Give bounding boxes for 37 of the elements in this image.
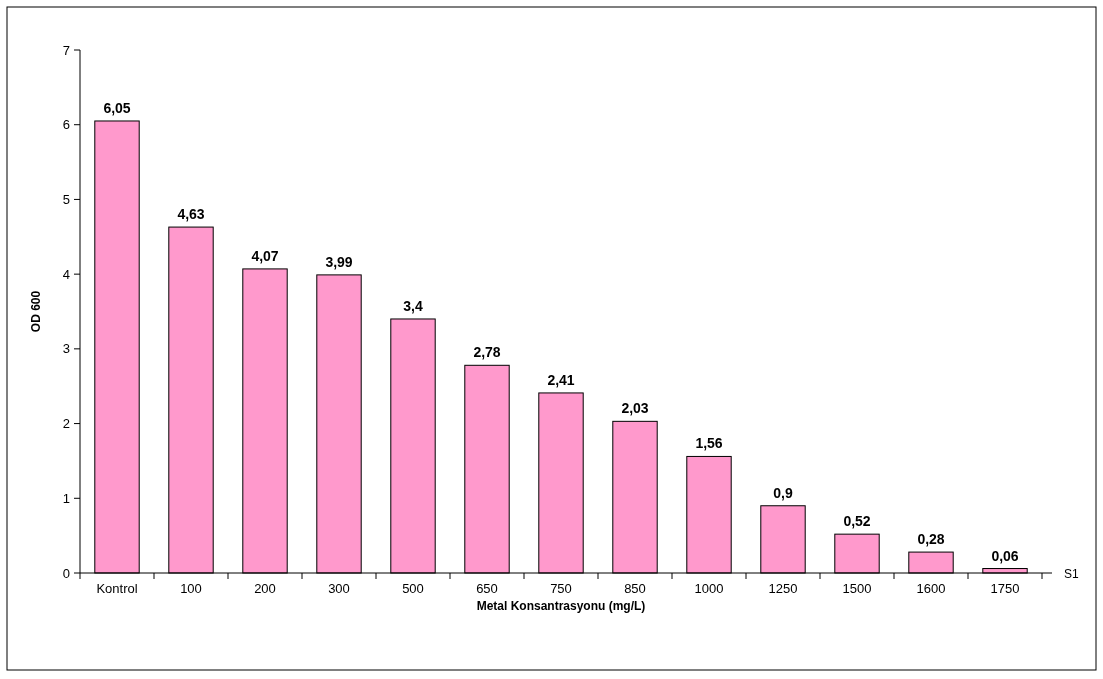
- x-tick-label: 850: [624, 581, 646, 596]
- x-tick-label: 500: [402, 581, 424, 596]
- x-tick-label: 1500: [842, 581, 872, 596]
- text: 0,28: [917, 531, 945, 548]
- text: 2,78: [473, 344, 501, 361]
- y-tick-label: 5: [62, 191, 70, 207]
- y-tick-label: 2: [62, 416, 70, 432]
- y-tick-label: 1: [62, 490, 70, 506]
- x-tick-label: 1250: [768, 581, 798, 596]
- text: 0,52: [843, 513, 871, 530]
- x-tick-label: 1000: [694, 581, 724, 596]
- text: 0,9: [773, 484, 793, 501]
- text: 3,4: [403, 297, 423, 314]
- x-tick-label: 1600: [916, 581, 946, 596]
- text: 3,99: [325, 253, 353, 270]
- y-tick-label: 7: [62, 42, 70, 58]
- text: 2,03: [621, 400, 649, 417]
- text: 4,07: [251, 247, 279, 264]
- x-tick-label: 300: [328, 581, 350, 596]
- y-tick-label: 4: [62, 266, 70, 282]
- text: 1,56: [695, 435, 723, 452]
- y-tick-label: 3: [62, 341, 70, 357]
- text: S1: [1064, 567, 1079, 581]
- x-axis-title: Metal Konsantrasyonu (mg/L): [476, 599, 646, 613]
- x-tick-label: 200: [254, 581, 276, 596]
- text: 0,06: [991, 547, 1019, 564]
- y-tick-label: 6: [62, 117, 70, 133]
- text: 2,41: [547, 371, 575, 388]
- x-tick-label: 1750: [990, 581, 1020, 596]
- text: 6,05: [103, 99, 131, 116]
- y-axis-title: OD 600: [29, 290, 43, 333]
- text: 4,63: [177, 206, 205, 223]
- x-tick-label: Kontrol: [96, 581, 138, 596]
- x-tick-label: 750: [550, 581, 572, 596]
- y-tick-label: 0: [62, 565, 70, 581]
- x-tick-label: 100: [180, 581, 202, 596]
- x-tick-label: 650: [476, 581, 498, 596]
